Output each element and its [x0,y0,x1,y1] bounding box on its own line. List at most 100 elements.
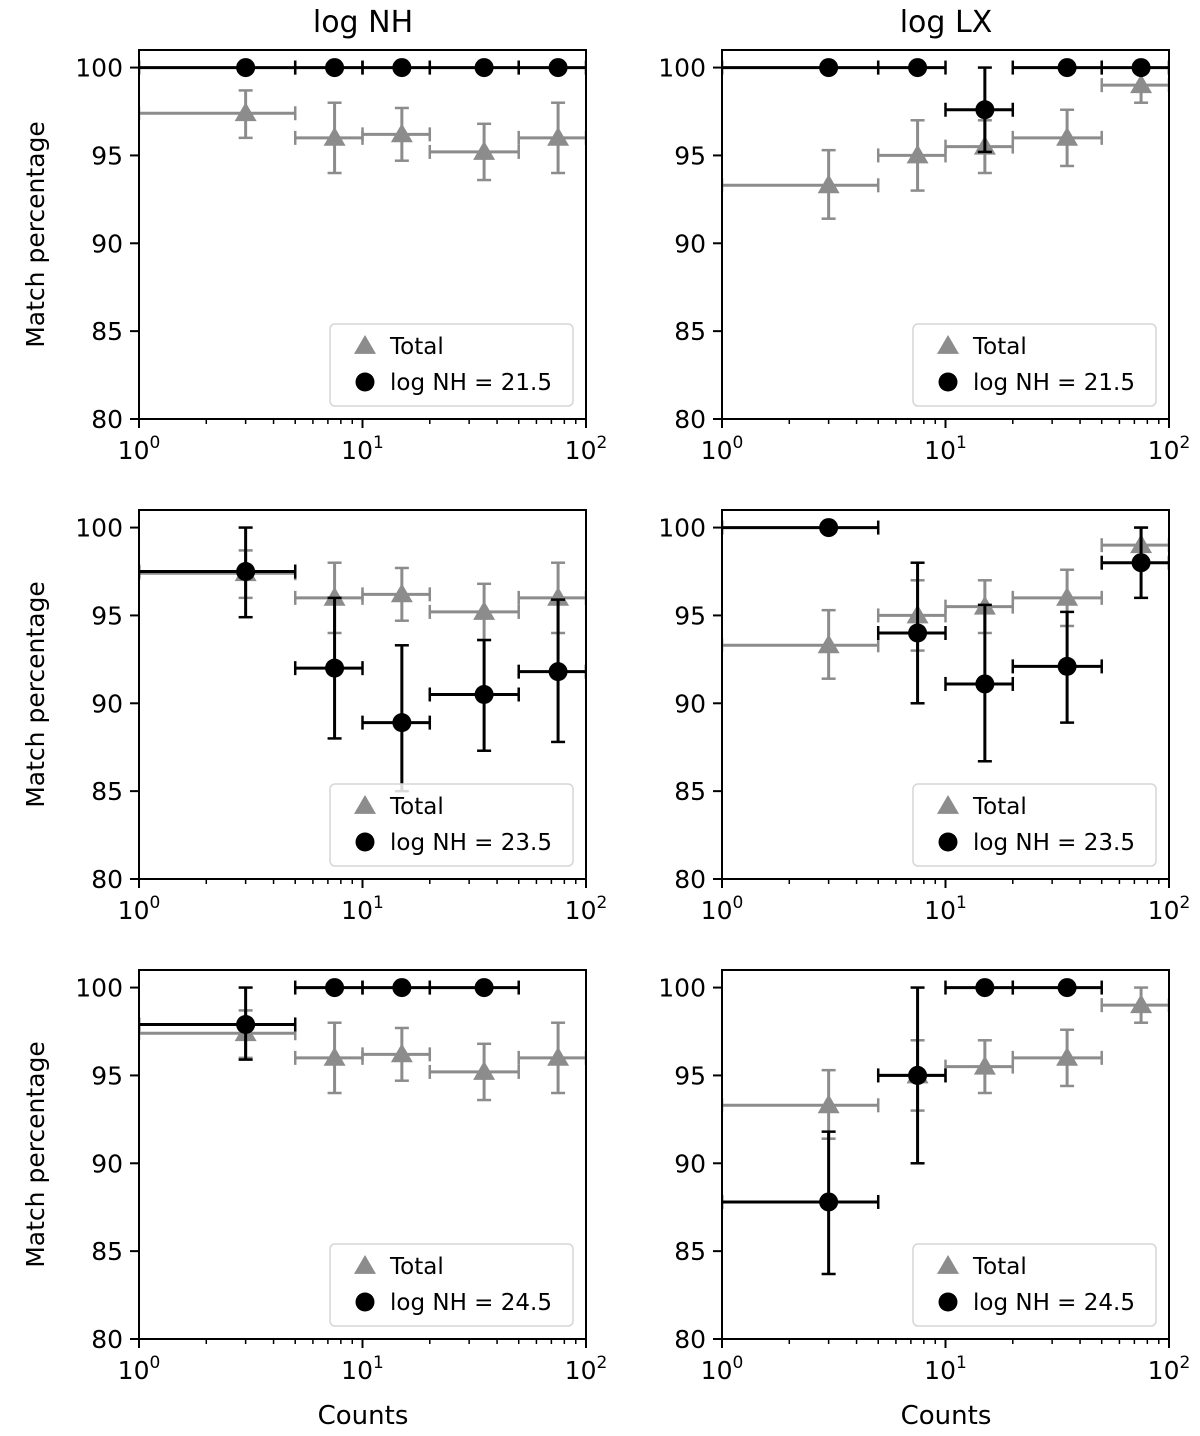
y-tick-label: 100 [658,514,706,543]
data-point [1011,1028,1103,1088]
y-tick-label: 80 [91,865,123,894]
circle-marker [819,518,839,538]
x-tick-exponent: 0 [732,1353,743,1373]
series-subset [722,58,1169,154]
y-tick-label: 90 [674,229,706,258]
data-point [428,1042,520,1102]
circle-marker [236,1014,256,1034]
legend-box [329,1243,574,1327]
axes-frame [721,509,1170,880]
legend: Total log NH = 21.5 [329,323,574,407]
y-tick-label: 90 [91,689,123,718]
data-point [876,986,947,1165]
y-axis-label: Match percentage [21,121,50,348]
column-title-left: log NH [313,5,413,40]
axes-frame [138,49,587,420]
x-tick-exponent: 2 [1179,893,1190,913]
circle-marker [975,100,995,120]
data-point [944,66,1015,154]
circle-marker [474,685,494,704]
legend-label: Total [389,334,444,360]
legend-triangle-icon [937,335,959,354]
y-tick-label: 100 [75,974,123,1003]
x-tick-exponent: 0 [732,433,743,453]
data-point [1100,526,1169,600]
triangle-marker [817,174,840,194]
data-point [876,58,947,78]
x-tick-exponent: 2 [1179,433,1190,453]
y-tick-label: 85 [674,1237,706,1266]
data-point [1100,58,1169,78]
legend-triangle-icon [937,795,959,814]
data-point [722,518,880,538]
triangle-marker [323,126,346,146]
data-point [293,978,364,998]
circle-marker [392,978,412,998]
legend-circle-icon [938,832,958,852]
data-point [722,1068,880,1140]
legend-circle-icon [938,372,958,392]
circle-marker [474,978,494,998]
data-point [876,119,947,192]
x-tick-label: 102 [565,1353,608,1385]
x-tick-exponent: 2 [1179,1353,1190,1373]
data-point [361,566,432,622]
data-point [1100,986,1169,1024]
y-tick-label: 80 [91,405,123,434]
data-point [876,561,947,705]
triangle-marker [390,583,413,603]
data-point [361,1026,432,1082]
triangle-marker [1130,994,1153,1014]
data-point [722,148,880,220]
y-tick-label: 80 [674,1325,706,1354]
data-point [139,89,297,140]
axes-frame [138,969,587,1340]
y-tick-label: 85 [91,317,123,346]
x-tick-label: 101 [341,893,384,925]
y-tick-label: 100 [658,974,706,1003]
data-layer [722,58,1169,220]
series-total [139,89,586,182]
legend-label: Total [972,334,1027,360]
y-tick-label: 95 [674,601,706,630]
circle-marker [325,58,345,78]
y-tick-label: 90 [91,1149,123,1178]
circle-marker [392,58,412,78]
y-tick-label: 100 [658,54,706,83]
data-point [1011,108,1103,168]
x-tick-exponent: 1 [373,1353,384,1373]
circle-marker [908,58,928,78]
data-layer [139,58,586,182]
triangle-marker [1056,1046,1079,1066]
x-tick-exponent: 1 [373,433,384,453]
circle-marker [819,1192,839,1212]
circle-marker [908,623,928,643]
series-subset [139,978,520,1061]
data-point [1100,66,1169,104]
x-tick-exponent: 2 [596,1353,607,1373]
legend: Total log NH = 21.5 [912,323,1157,407]
y-tick-label: 95 [91,141,123,170]
triangle-marker [473,600,496,620]
data-point [517,598,586,744]
y-axis-label: Match percentage [21,581,50,808]
data-layer [722,518,1169,763]
y-tick-label: 95 [674,1061,706,1090]
circle-marker [236,58,256,78]
circle-marker [1057,656,1077,676]
y-axis-label: Match percentage [21,1041,50,1268]
series-total [139,1009,586,1102]
circle-marker [1131,553,1151,573]
y-tick-label: 100 [75,54,123,83]
x-tick-label: 100 [118,1353,161,1385]
x-tick-exponent: 1 [373,893,384,913]
y-tick-label: 85 [91,1237,123,1266]
circle-marker [474,58,494,78]
triangle-marker [817,634,840,654]
x-tick-label: 102 [565,433,608,465]
data-point [1011,58,1103,78]
circle-marker [1057,978,1077,998]
y-tick-label: 90 [91,229,123,258]
